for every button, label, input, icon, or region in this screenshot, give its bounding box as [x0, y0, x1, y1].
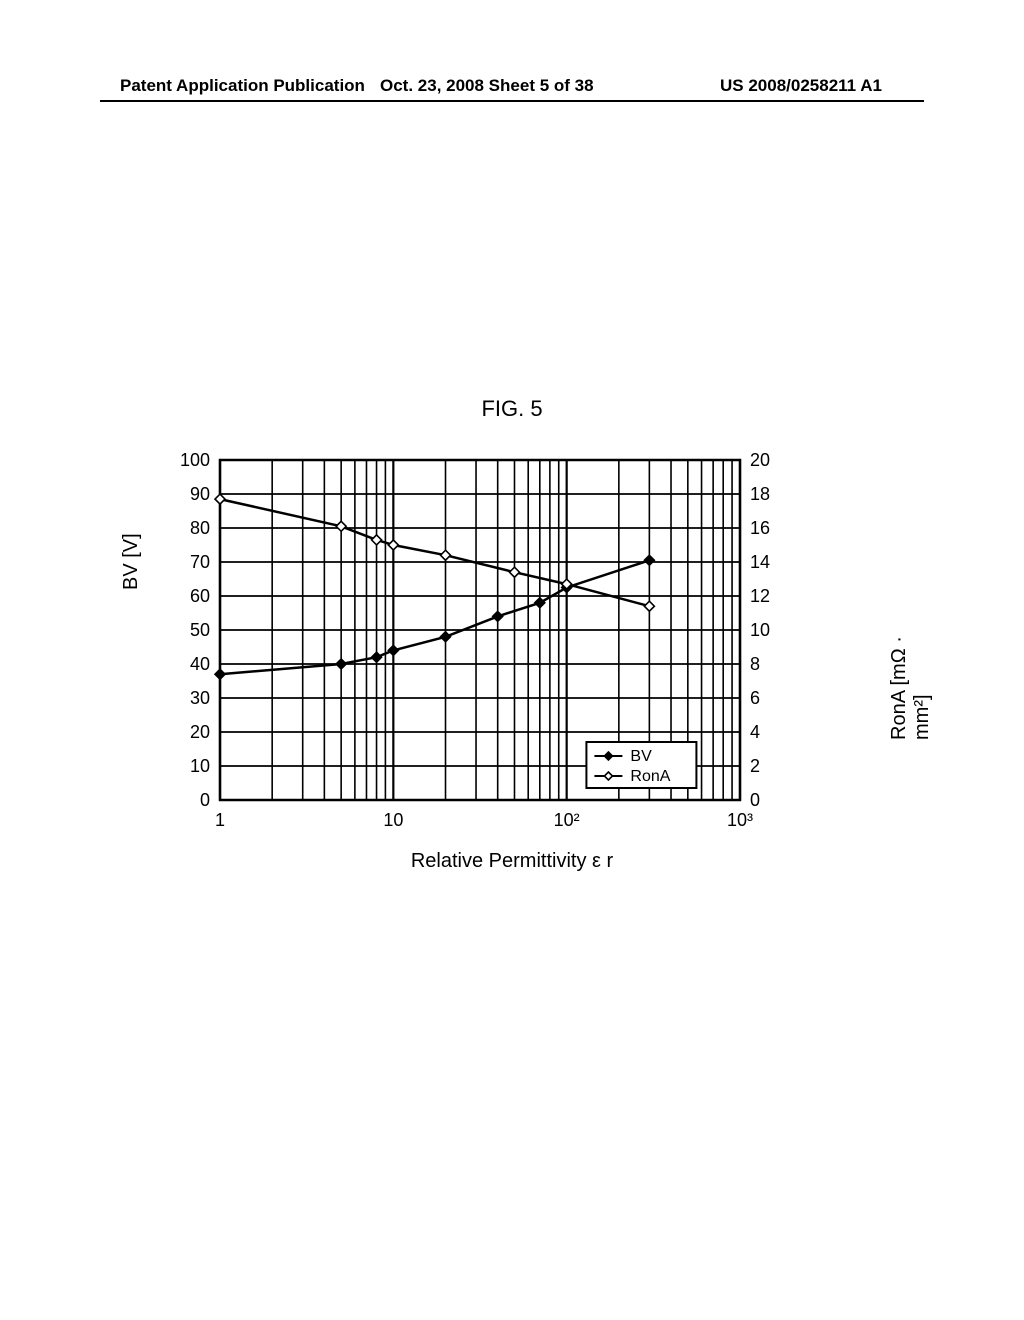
- y-right-tick: 8: [750, 654, 760, 674]
- x-tick: 10²: [554, 810, 580, 830]
- y-left-tick: 80: [190, 518, 210, 538]
- x-tick: 10³: [727, 810, 753, 830]
- series-bv-line: [220, 560, 649, 674]
- y-left-tick: 60: [190, 586, 210, 606]
- y-right-tick: 18: [750, 484, 770, 504]
- y-right-tick: 12: [750, 586, 770, 606]
- y-axis-left-label: BV [V]: [120, 533, 143, 590]
- y-right-tick: 2: [750, 756, 760, 776]
- y-right-tick: 14: [750, 552, 770, 572]
- y-left-tick: 70: [190, 552, 210, 572]
- header-rule: [100, 100, 924, 102]
- y-left-tick: 90: [190, 484, 210, 504]
- y-right-tick: 4: [750, 722, 760, 742]
- legend-rona: RonA: [630, 768, 670, 785]
- header-pub-type: Patent Application Publication: [120, 76, 365, 96]
- x-tick: 1: [215, 810, 225, 830]
- chart-container: 0 10 20 30 40 50 60 70 80 90 100 0 2 4 6 8 10 12 14 16 18 20 1…: [150, 440, 870, 880]
- y-left-tick: 50: [190, 620, 210, 640]
- y-left-tick: 0: [200, 790, 210, 810]
- header-date-sheet: Oct. 23, 2008 Sheet 5 of 38: [380, 76, 594, 96]
- y-right-tick: 10: [750, 620, 770, 640]
- y-left-tick: 30: [190, 688, 210, 708]
- y-left-tick: 10: [190, 756, 210, 776]
- figure-label: FIG. 5: [0, 396, 1024, 422]
- legend-bv: BV: [630, 748, 652, 765]
- y-right-tick: 20: [750, 450, 770, 470]
- header-pub-number: US 2008/0258211 A1: [720, 76, 882, 96]
- series-rona-line: [220, 499, 649, 606]
- chart-svg: 0 10 20 30 40 50 60 70 80 90 100 0 2 4 6 8 10 12 14 16 18 20 1…: [150, 440, 870, 880]
- y-right-tick: 16: [750, 518, 770, 538]
- y-right-tick: 6: [750, 688, 760, 708]
- x-tick: 10: [383, 810, 403, 830]
- y-left-tick: 40: [190, 654, 210, 674]
- y-left-tick: 20: [190, 722, 210, 742]
- y-axis-right-label: RonA [mΩ · mm²]: [888, 604, 934, 740]
- y-right-tick: 0: [750, 790, 760, 810]
- x-axis-label: Relative Permittivity ε r: [0, 850, 1024, 873]
- y-left-tick: 100: [180, 450, 210, 470]
